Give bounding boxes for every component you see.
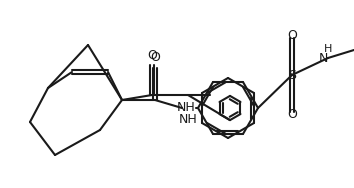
Text: H: H [324, 44, 332, 54]
Text: O: O [287, 108, 297, 121]
Text: NH: NH [179, 113, 198, 126]
Text: S: S [288, 68, 296, 82]
Text: NH: NH [177, 101, 195, 114]
Text: O: O [150, 51, 160, 64]
Text: O: O [287, 29, 297, 42]
Text: O: O [147, 49, 157, 62]
Text: N: N [319, 52, 328, 64]
